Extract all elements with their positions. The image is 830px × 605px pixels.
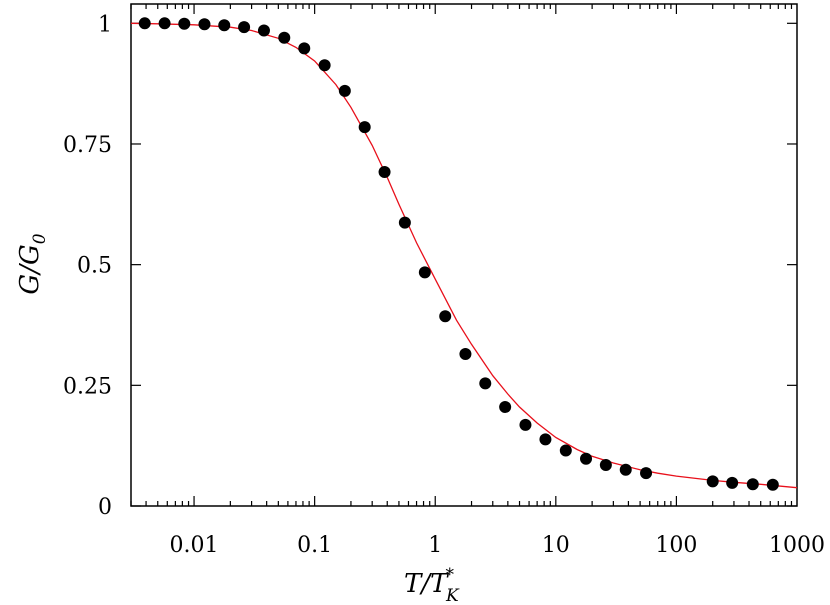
x-tick-label: 0.01 <box>170 533 219 558</box>
data-point <box>238 21 251 34</box>
data-point <box>218 19 231 32</box>
data-point <box>766 478 779 491</box>
data-point <box>358 121 371 134</box>
y-tick-label: 0 <box>98 495 112 520</box>
data-point <box>726 476 739 489</box>
data-point <box>178 17 191 30</box>
y-axis-label-sub: 0 <box>30 233 50 244</box>
data-point <box>439 310 452 323</box>
x-tick-label: 10 <box>542 533 570 558</box>
data-point <box>198 18 211 31</box>
y-tick-label: 0.25 <box>63 374 112 399</box>
plot-border <box>130 3 798 507</box>
x-axis-label-sub: K <box>445 586 460 605</box>
x-tick-label: 1 <box>428 533 442 558</box>
y-tick-label: 0.5 <box>77 254 112 279</box>
x-axis-label-main: T/T <box>404 569 449 599</box>
data-points <box>138 17 779 491</box>
plot-frame <box>130 3 798 507</box>
data-point <box>298 42 311 55</box>
x-tick-labels: 0.01 0.1 1 10 100 1000 <box>170 533 825 558</box>
data-point <box>459 347 472 360</box>
data-point <box>158 17 171 30</box>
x-axis-label-sup: * <box>445 565 454 585</box>
data-point <box>706 475 719 488</box>
y-axis-label: G/G0 <box>15 233 50 294</box>
x-axis-label: T/T* K <box>404 565 460 605</box>
data-point <box>539 433 552 446</box>
data-point <box>378 165 391 178</box>
data-point <box>519 418 532 431</box>
y-tick-labels: 0 0.25 0.5 0.75 1 <box>63 12 112 520</box>
data-point <box>338 84 351 97</box>
fit-line <box>130 22 798 489</box>
data-point <box>318 59 331 72</box>
x-tick-label: 1000 <box>769 533 825 558</box>
fit-curve <box>130 22 798 489</box>
y-tick-label: 1 <box>98 12 112 37</box>
data-point <box>746 478 759 491</box>
x-tick-label: 100 <box>655 533 697 558</box>
data-point <box>580 452 593 465</box>
data-point <box>619 463 632 476</box>
data-point <box>257 24 270 37</box>
data-point <box>499 401 512 414</box>
data-point <box>398 216 411 229</box>
data-point <box>418 266 431 279</box>
axis-ticks <box>130 4 797 507</box>
data-point <box>559 444 572 457</box>
data-point <box>599 458 612 471</box>
y-axis-label-main: G/G <box>15 244 45 294</box>
data-point <box>640 467 653 480</box>
data-point <box>278 31 291 44</box>
y-tick-label: 0.75 <box>63 133 112 158</box>
x-tick-label: 0.1 <box>297 533 332 558</box>
data-point <box>479 377 492 390</box>
data-point <box>138 17 151 30</box>
